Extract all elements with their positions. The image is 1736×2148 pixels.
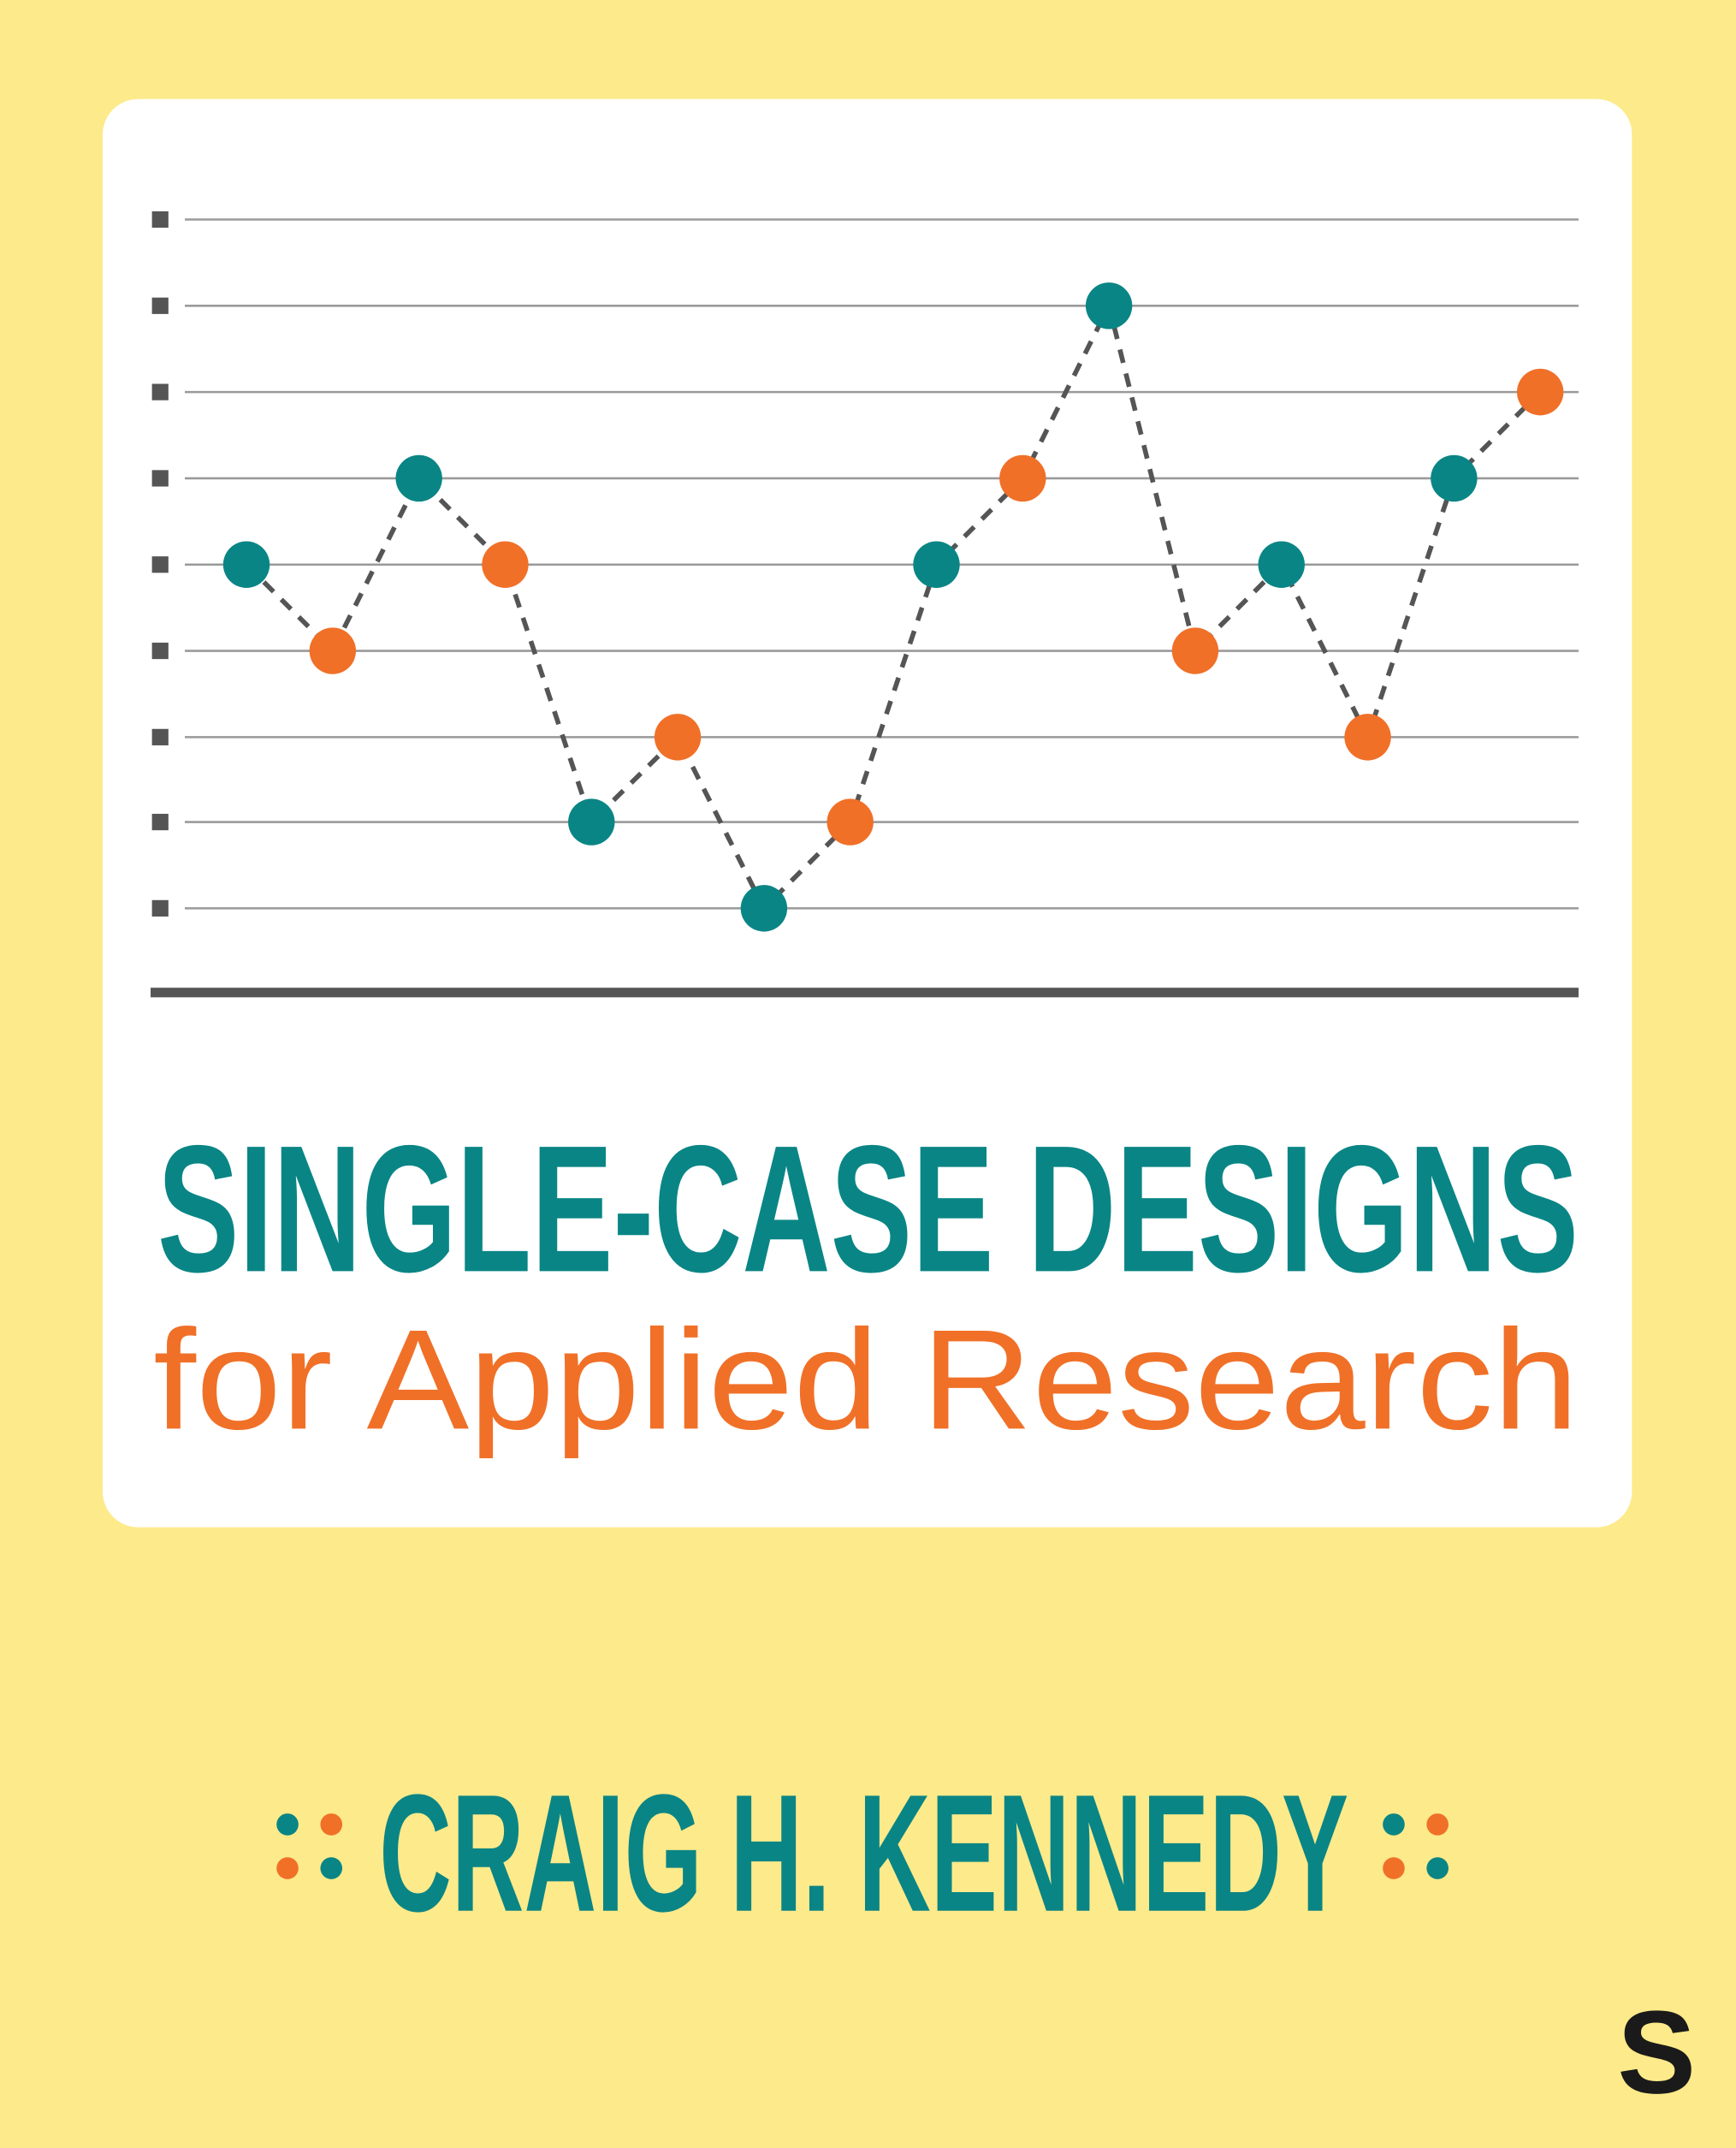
tick	[151, 211, 169, 228]
tick	[151, 470, 169, 487]
point	[1344, 714, 1391, 761]
point	[1516, 368, 1564, 416]
grid	[151, 218, 1579, 998]
point	[482, 541, 529, 588]
tick	[151, 297, 169, 314]
point	[654, 714, 702, 761]
publisher-logo: S	[1617, 1987, 1696, 2119]
dot	[1426, 1857, 1449, 1879]
tick	[151, 556, 169, 573]
dot	[1426, 1813, 1449, 1836]
point	[395, 454, 442, 502]
dot	[320, 1813, 343, 1836]
dashed-line	[245, 299, 1543, 913]
point	[1258, 541, 1305, 588]
tick-squares	[151, 211, 169, 917]
subtitle: for Applied Research	[153, 1300, 1579, 1459]
point	[568, 798, 615, 846]
point	[1431, 454, 1478, 502]
tick	[151, 728, 169, 745]
dot	[1383, 1857, 1405, 1879]
dot	[276, 1813, 299, 1836]
point	[1171, 627, 1219, 674]
point	[999, 454, 1046, 502]
point	[827, 798, 874, 846]
point	[309, 627, 357, 674]
title: SINGLE-CASE DESIGNS	[157, 1107, 1579, 1309]
point	[222, 541, 270, 588]
baseline	[151, 988, 1579, 998]
tick	[151, 383, 169, 401]
dot	[1383, 1813, 1405, 1836]
tick	[151, 813, 169, 831]
points	[222, 282, 1564, 932]
author-ornament-left	[276, 1813, 343, 1879]
point	[740, 885, 788, 932]
point	[913, 541, 960, 588]
author-ornament-right	[1383, 1813, 1449, 1879]
point	[1085, 282, 1133, 329]
author: CRAIG H. KENNEDY	[379, 1760, 1348, 1947]
dot	[320, 1857, 343, 1879]
decorative-chart	[151, 211, 1579, 998]
tick	[151, 642, 169, 660]
dot	[276, 1857, 299, 1879]
tick	[151, 899, 169, 917]
